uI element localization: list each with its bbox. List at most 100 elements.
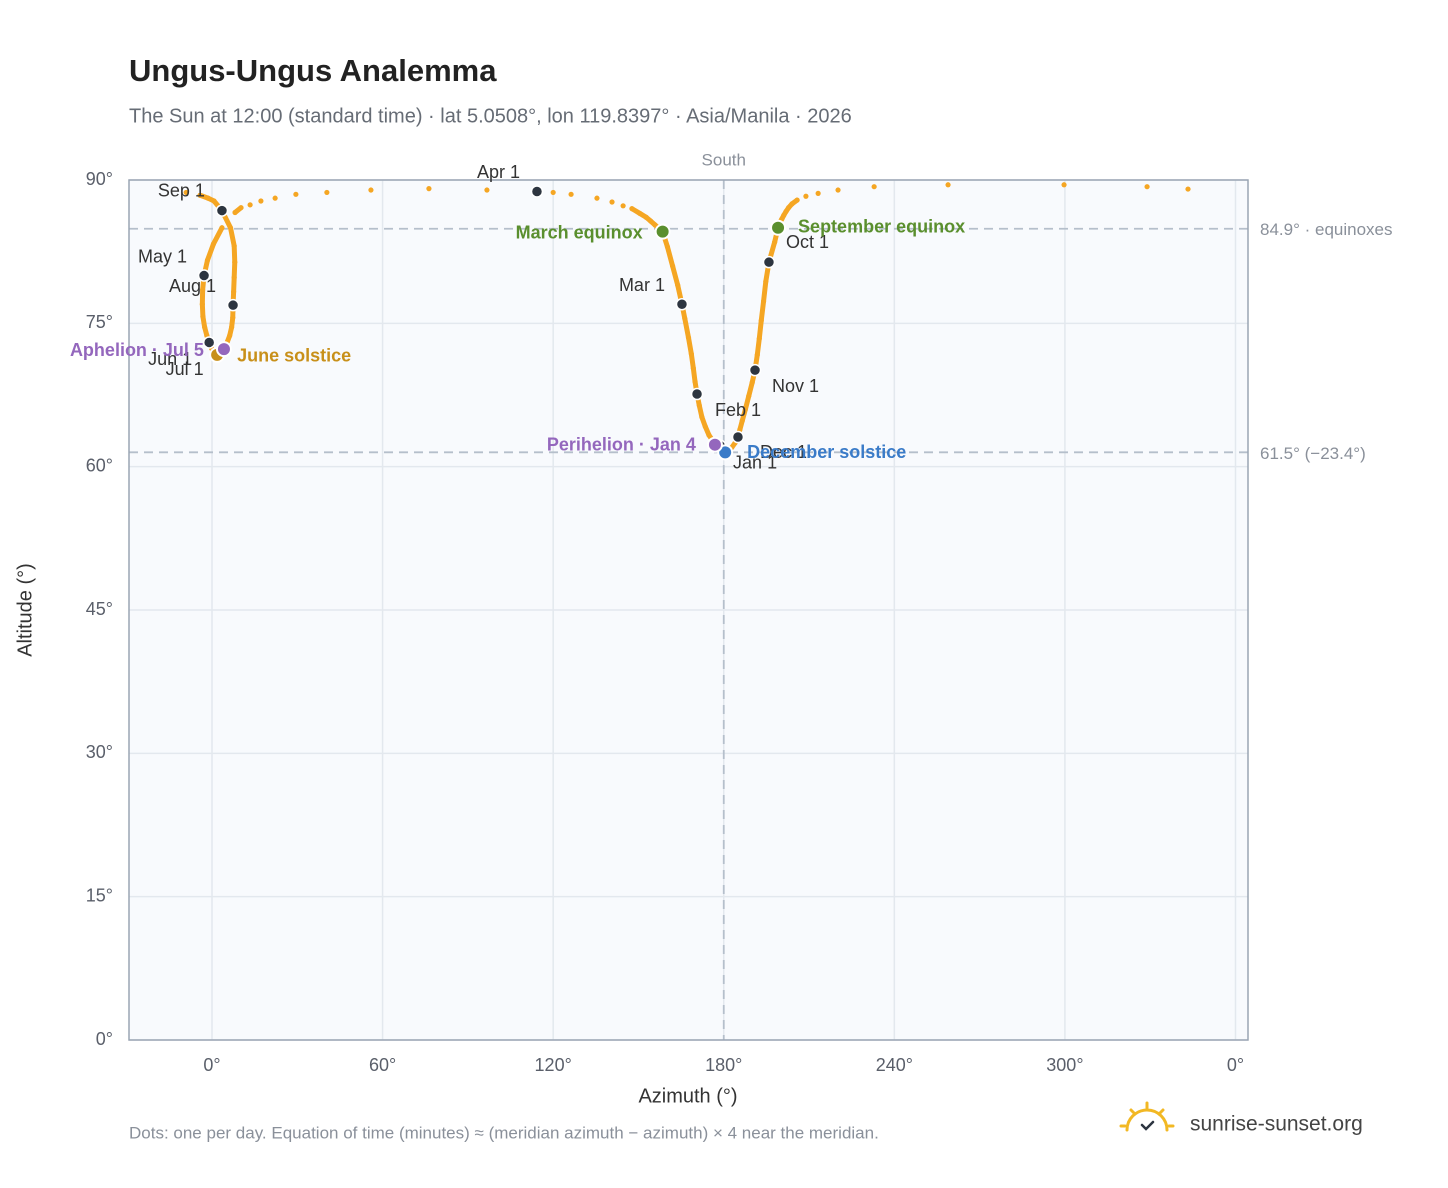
month-marker — [197, 269, 211, 282]
daily-dot — [227, 333, 233, 339]
daily-dot — [763, 278, 769, 284]
daily-dot — [760, 298, 767, 304]
month-label: Sep 1 — [158, 180, 205, 200]
month-label: Apr 1 — [477, 162, 520, 182]
daily-dot — [835, 187, 841, 193]
month-label: Aug 1 — [169, 276, 216, 296]
daily-dot — [737, 426, 743, 432]
daily-dot — [183, 189, 189, 196]
x-tick-label: 180° — [705, 1055, 742, 1075]
month-marker — [748, 363, 762, 377]
daily-dot — [772, 239, 778, 245]
daily-dot — [227, 225, 234, 231]
daily-dot — [594, 195, 600, 201]
month-label: Nov 1 — [772, 376, 819, 396]
month-marker — [202, 336, 216, 349]
daily-dot — [293, 191, 299, 197]
brand-logo — [1119, 1101, 1175, 1132]
daily-dot — [815, 190, 821, 196]
daily-dot — [204, 257, 211, 263]
daily-dot — [685, 335, 692, 341]
month-label: May 1 — [138, 246, 187, 266]
daily-dot — [756, 336, 762, 342]
daily-dot — [652, 222, 658, 228]
x-tick-label: 300° — [1046, 1055, 1083, 1075]
y-tick-label: 15° — [86, 885, 113, 905]
daily-dot — [664, 244, 671, 250]
month-marker — [762, 255, 776, 269]
daily-dot — [231, 289, 237, 295]
daily-dot — [272, 195, 278, 201]
plot — [129, 179, 1248, 1041]
x-tick-label: 0° — [1227, 1055, 1244, 1075]
reference-label: South — [702, 150, 746, 169]
event-marker — [770, 219, 787, 236]
event-label: June solstice — [237, 346, 351, 366]
y-tick-label: 45° — [86, 599, 113, 619]
daily-dot — [324, 189, 330, 196]
daily-dot — [702, 423, 708, 430]
month-label: Feb 1 — [715, 400, 761, 420]
daily-dot — [202, 324, 208, 330]
y-tick-label: 75° — [86, 312, 113, 332]
daily-dot — [690, 365, 696, 371]
daily-dot — [803, 193, 809, 199]
daily-dot — [199, 301, 205, 307]
reference-label: 61.5° (−23.4°) — [1260, 444, 1366, 463]
daily-dot — [758, 317, 764, 324]
month-marker — [690, 387, 704, 401]
month-marker — [530, 185, 544, 198]
daily-dot — [742, 406, 748, 412]
daily-dot — [232, 259, 238, 265]
month-label: Mar 1 — [619, 275, 665, 295]
daily-dot — [706, 432, 712, 438]
daily-dot — [219, 225, 225, 231]
month-marker — [731, 430, 745, 444]
daily-dot — [739, 418, 745, 424]
x-tick-label: 0° — [203, 1055, 220, 1075]
event-marker — [706, 436, 723, 453]
month-label: Jan 1 — [733, 452, 777, 472]
daily-dot — [484, 187, 490, 193]
daily-dot — [692, 379, 698, 385]
month-marker — [215, 204, 229, 217]
month-marker — [226, 298, 240, 312]
x-tick-label: 240° — [876, 1055, 913, 1075]
daily-dot — [783, 208, 789, 215]
daily-dot — [231, 243, 237, 249]
daily-dot — [945, 182, 951, 188]
daily-dot — [200, 314, 206, 320]
daily-dot — [568, 191, 574, 197]
daily-dot — [637, 210, 643, 217]
daily-dot — [1061, 182, 1067, 188]
x-tick-label: 120° — [535, 1055, 572, 1075]
chart-subtitle: The Sun at 12:00 (standard time) · lat 5… — [129, 105, 852, 127]
daily-dot — [1185, 186, 1191, 192]
event-label: March equinox — [516, 222, 643, 242]
daily-dot — [368, 187, 374, 193]
daily-dot — [746, 393, 752, 399]
daily-dot — [210, 241, 217, 247]
daily-dot — [550, 189, 556, 196]
month-label: Oct 1 — [786, 232, 829, 252]
daily-dot — [688, 351, 694, 357]
month-label: Jul 1 — [166, 359, 204, 379]
daily-dot — [426, 186, 432, 192]
event-label: Perihelion · Jan 4 — [547, 434, 696, 454]
daily-dot — [197, 192, 203, 198]
x-tick-label: 60° — [369, 1055, 396, 1075]
daily-dot — [648, 218, 654, 224]
y-axis-label: Altitude (°) — [14, 563, 36, 657]
daily-dot — [871, 184, 877, 190]
daily-dot — [696, 402, 702, 409]
month-marker — [675, 297, 689, 311]
chart-title: Ungus-Ungus Analemma — [129, 53, 497, 88]
event-label: September equinox — [798, 217, 965, 237]
daily-dot — [609, 199, 615, 205]
daily-dot — [699, 414, 705, 420]
daily-dot — [789, 201, 795, 207]
event-marker — [215, 341, 232, 358]
daily-dot — [229, 324, 235, 330]
daily-dot — [669, 263, 676, 269]
